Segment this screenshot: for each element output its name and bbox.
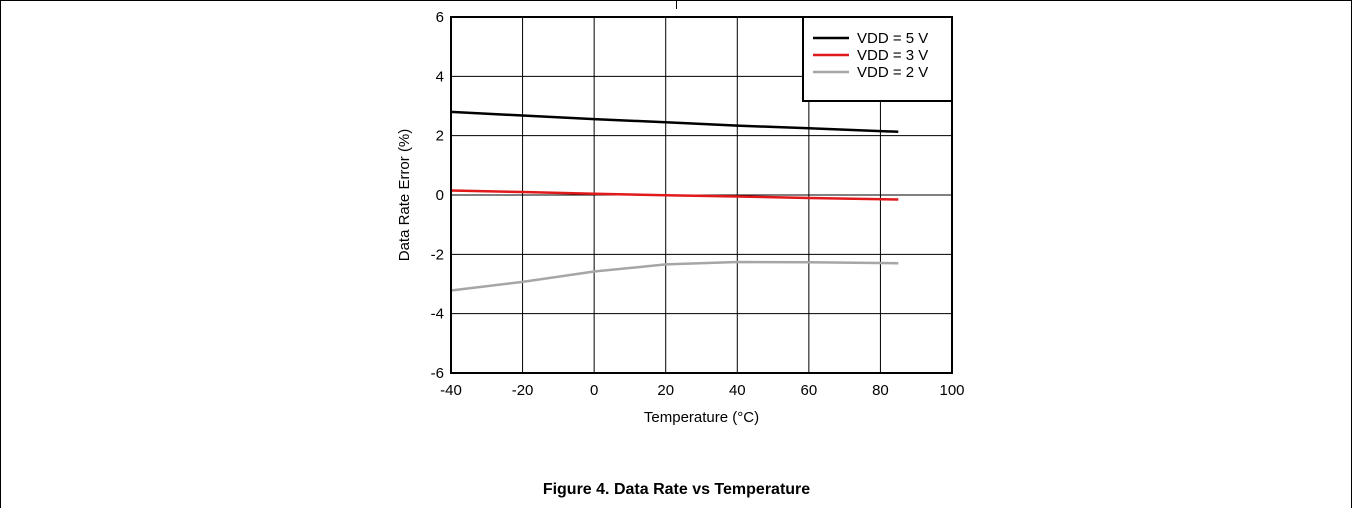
x-tick-label: 80 (872, 382, 889, 399)
legend-entry-label: VDD = 3 V (857, 47, 928, 64)
x-tick-label: 100 (939, 382, 964, 399)
series-line-1 (450, 110, 899, 134)
series-line-3 (450, 260, 899, 292)
figure-caption: Figure 4. Data Rate vs Temperature (542, 481, 811, 498)
x-tick-label: -40 (440, 382, 462, 399)
y-tick-label: 2 (436, 128, 444, 145)
plot-area-frame (450, 16, 953, 374)
series-layer (450, 110, 899, 292)
y-axis-label: Data Rate Error (%) (396, 129, 413, 262)
y-tick-label: 6 (436, 9, 444, 26)
series-line-2 (450, 189, 899, 201)
y-tick-label: -2 (431, 246, 444, 263)
x-tick-label: 40 (729, 382, 746, 399)
x-tick-label: -20 (512, 382, 534, 399)
page-frame-left (0, 0, 1, 508)
legend-entry-label: VDD = 2 V (857, 64, 928, 81)
y-tick-label: -4 (431, 306, 444, 323)
legend-entry-label: VDD = 5 V (857, 30, 928, 47)
page-frame-divider (676, 0, 677, 9)
x-tick-label: 20 (657, 382, 674, 399)
legend-box (802, 16, 953, 102)
y-tick-label: 4 (436, 68, 444, 85)
x-axis-label: Temperature (°C) (644, 409, 759, 426)
y-tick-label: 0 (436, 187, 444, 204)
x-tick-label: 60 (801, 382, 818, 399)
page-frame-right (1351, 0, 1352, 508)
y-tick-label: -6 (431, 365, 444, 382)
x-tick-label: 0 (590, 382, 598, 399)
